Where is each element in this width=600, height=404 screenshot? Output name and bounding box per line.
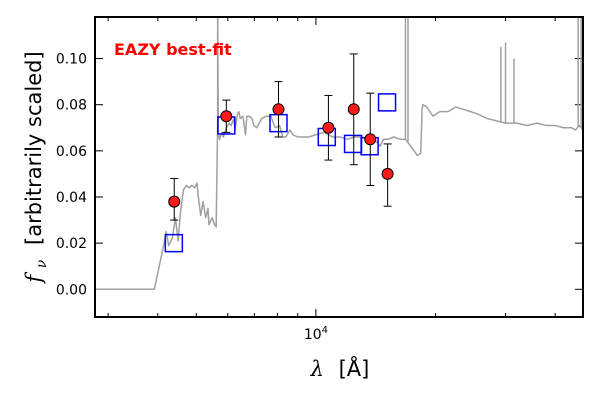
observed-flux-point: [364, 133, 377, 146]
observed-flux-point: [347, 103, 360, 116]
annotation-label: EAZY best-fit: [114, 40, 232, 59]
y-tick-label: 0.00: [56, 282, 87, 298]
y-tick-label: 0.04: [56, 190, 87, 206]
observed-flux-point: [168, 195, 181, 208]
y-tick-label: 0.06: [56, 144, 87, 160]
x-axis-title: λ [Å]: [310, 355, 370, 381]
y-axis-text: [arbitrarily scaled]: [22, 51, 46, 245]
y-axis-title: f ν [arbitrarily scaled]: [22, 51, 51, 284]
model-flux-square: [164, 233, 184, 253]
y-axis-subscript: ν: [34, 259, 50, 268]
observed-flux-point: [381, 167, 394, 180]
x-axis-symbol: λ: [310, 357, 324, 381]
tick-label-group: 0.00 0.02 0.04 0.06 0.08 0.10 104: [56, 52, 328, 343]
y-tick-label: 0.02: [56, 236, 87, 252]
observed-photometry-group: [168, 103, 394, 208]
model-flux-square: [377, 93, 397, 112]
observed-flux-point: [272, 103, 285, 116]
y-axis-symbol: f: [22, 272, 46, 285]
x-tick-label: 104: [304, 325, 328, 343]
y-tick-label: 0.08: [56, 98, 87, 114]
x-axis-unit: [Å]: [339, 355, 370, 381]
y-tick-label: 0.10: [56, 52, 87, 68]
emission-line-group: [216, 17, 582, 143]
axes-frame: [94, 16, 584, 318]
plot-area: [95, 17, 583, 291]
observed-flux-point: [220, 110, 233, 123]
observed-flux-point: [322, 121, 335, 134]
